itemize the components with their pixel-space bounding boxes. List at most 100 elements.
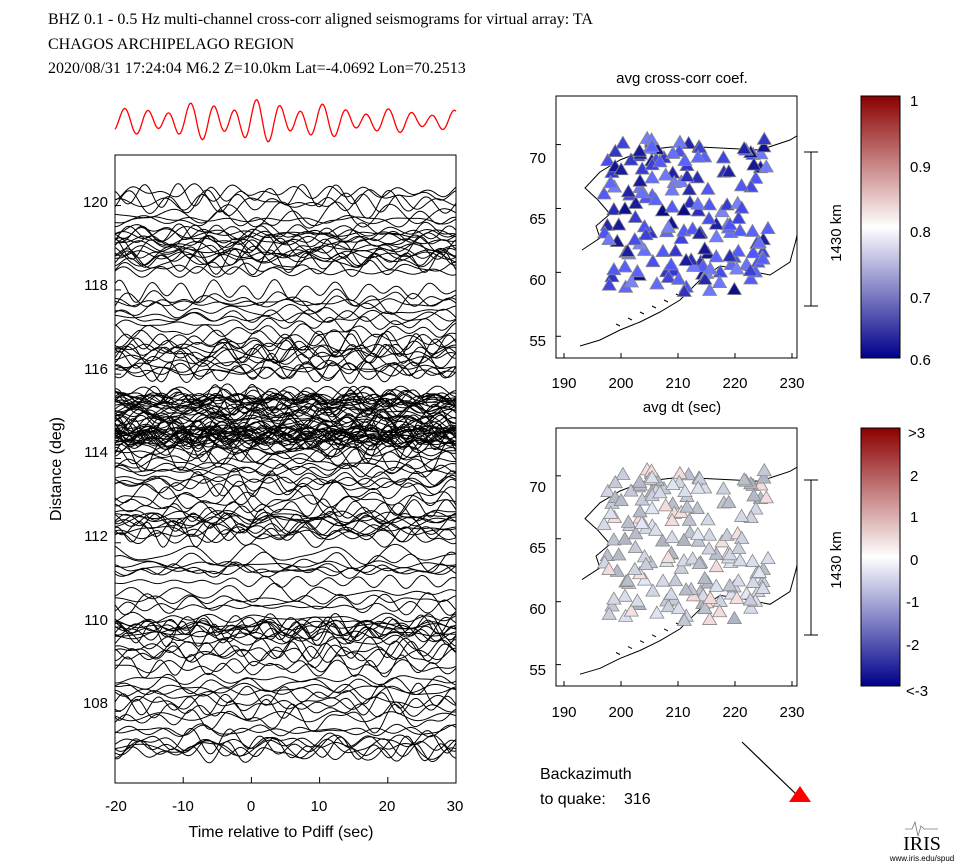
colorbar-tick-label: 0 [910, 552, 918, 569]
station-marker [620, 514, 637, 528]
seismogram-trace [115, 419, 456, 443]
station-marker [613, 161, 629, 176]
station-marker [733, 178, 750, 192]
station-marker [634, 185, 650, 199]
station-marker [623, 274, 640, 288]
station-marker [744, 223, 761, 237]
station-marker [619, 243, 636, 257]
seismogram-trace [115, 412, 456, 425]
station-marker [645, 253, 661, 268]
seismogram-trace [115, 441, 456, 473]
lon-tick-label: 190 [551, 704, 576, 721]
station-marker [722, 248, 738, 262]
station-marker [753, 477, 769, 491]
seismogram-trace [115, 422, 456, 451]
seismogram-trace [115, 616, 456, 637]
station-marker [667, 572, 684, 587]
station-marker [606, 591, 622, 605]
seismogram-trace [115, 574, 456, 589]
seismogram-trace [115, 561, 456, 579]
station-marker [726, 281, 743, 295]
station-marker [711, 274, 728, 289]
seismogram-trace [115, 329, 456, 353]
station-marker [722, 578, 738, 592]
colorbar-tick-label: 0.6 [910, 352, 931, 369]
station-marker [617, 259, 633, 273]
seismogram-trace [115, 458, 456, 474]
station-marker [719, 197, 735, 211]
station-marker [734, 200, 750, 214]
station-marker [689, 170, 706, 184]
station-marker [748, 501, 764, 515]
colorbar-tick-label: 1 [910, 509, 918, 526]
station-marker [697, 241, 713, 255]
seismogram-panel: -20 -10 0 10 20 30 108 110 112 114 116 1… [48, 154, 463, 841]
seismogram-trace [115, 592, 456, 616]
colorbar-tick-label: -1 [906, 594, 919, 611]
lon-tick-label: 220 [722, 375, 747, 392]
seismogram-trace [115, 728, 456, 755]
station-marker [603, 174, 619, 189]
station-marker [691, 225, 708, 240]
section-ticks [114, 205, 457, 783]
seismogram-trace [115, 512, 456, 526]
station-marker [690, 480, 706, 494]
iris-logo: IRIS www.iris.edu/spud [889, 820, 954, 863]
station-marker [606, 532, 622, 546]
station-marker [652, 485, 668, 499]
lon-tick-label: 210 [665, 704, 690, 721]
station-marker [708, 249, 724, 263]
station-marker [681, 512, 698, 526]
lon-tick-label: 230 [779, 375, 804, 392]
station-marker [678, 252, 694, 266]
lat-tick-label: 65 [529, 211, 546, 228]
station-marker [655, 243, 671, 257]
scale-label: 1430 km [828, 204, 845, 262]
station-marker [634, 515, 650, 529]
station-marker [730, 243, 747, 257]
seismogram-trace [115, 613, 456, 635]
seismogram-trace [115, 526, 456, 548]
seismogram-trace [115, 613, 456, 641]
seismogram-trace [115, 383, 456, 412]
lat-tick-label: 60 [529, 272, 546, 289]
station-marker [652, 154, 668, 168]
station-marker [748, 170, 764, 184]
station-marker [601, 231, 617, 246]
station-marker [596, 516, 612, 530]
station-marker [701, 211, 717, 225]
station-marker [690, 149, 706, 163]
station-marker [623, 603, 640, 617]
station-marker [760, 220, 776, 235]
station-marker [755, 580, 771, 594]
colorbar-tick-label: 1 [910, 93, 918, 110]
y-tick-label: 118 [84, 277, 108, 294]
station-marker [645, 583, 661, 597]
station-marker [619, 573, 636, 587]
x-axis-label: Time relative to Pdiff (sec) [189, 824, 374, 841]
station-marker [702, 590, 718, 604]
station-marker [721, 163, 737, 178]
seismogram-trace [115, 518, 456, 548]
map-ticks [556, 144, 793, 358]
station-marker [678, 582, 694, 596]
seismogram-trace [115, 288, 456, 308]
station-marker [677, 483, 693, 497]
station-marker [676, 612, 693, 626]
station-marker [700, 512, 716, 526]
station-marker [601, 561, 617, 575]
seismogram-trace [115, 470, 456, 486]
seismogram-trace [115, 246, 456, 267]
station-marker [611, 217, 627, 231]
avg-dt-map: avg dt (sec) 1430 km 190 200 210 220 230… [529, 399, 928, 721]
seismogram-trace [115, 214, 456, 225]
seismogram-trace [115, 412, 456, 433]
colorbar-tick-label: -2 [906, 637, 919, 654]
seismogram-trace [115, 593, 456, 605]
seismogram-traces [115, 183, 456, 764]
station-marker [664, 529, 680, 543]
seismogram-trace [115, 308, 456, 325]
seismogram-trace [115, 396, 456, 416]
station-marker [751, 234, 767, 249]
station-marker [755, 251, 771, 265]
